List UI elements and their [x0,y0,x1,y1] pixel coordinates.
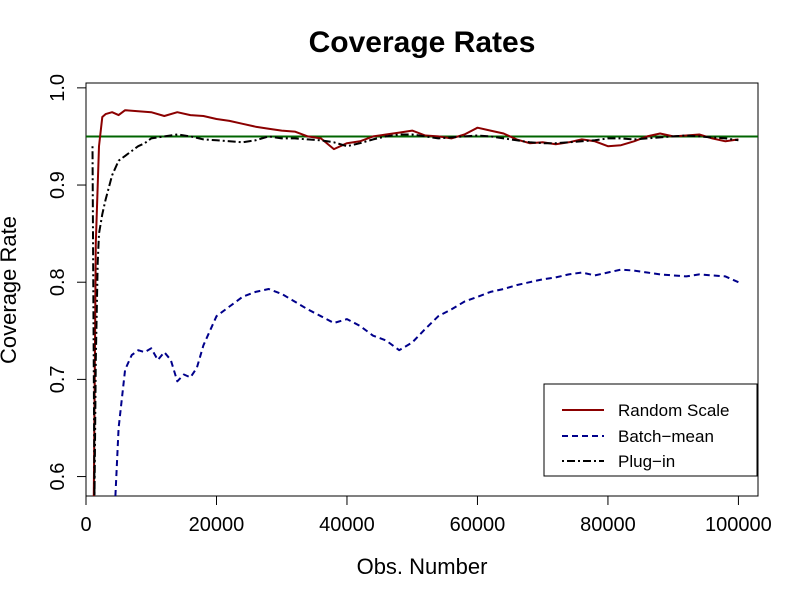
y-tick-label: 1.0 [47,74,69,102]
y-tick-label: 0.6 [47,463,69,491]
legend: Random Scale Batch−mean Plug−in [543,383,758,477]
x-tick-label: 80000 [580,514,636,536]
y-axis-label: Coverage Rate [0,216,21,364]
legend-label-random-scale: Random Scale [618,401,730,420]
x-tick-label: 100000 [705,514,772,536]
series-plug-in [91,133,739,496]
legend-label-plug-in: Plug−in [618,452,675,471]
legend-box [543,383,758,477]
y-tick-label: 0.7 [47,365,69,393]
x-tick-label: 40000 [319,514,375,536]
series-lines [91,109,739,496]
chart-title: Coverage Rates [309,26,536,59]
series-random-scale [92,109,739,496]
series-batch-mean [114,268,739,496]
y-tick-label: 0.9 [47,171,69,199]
y-axis: 0.6 0.7 0.8 0.9 1.0 [47,74,87,491]
x-tick-label: 60000 [450,514,506,536]
y-tick-label: 0.8 [47,268,69,296]
legend-label-batch-mean: Batch−mean [618,427,714,446]
x-axis-label: Obs. Number [357,554,488,579]
x-tick-label: 20000 [189,514,245,536]
x-tick-label: 0 [80,514,91,536]
x-axis: 0 20000 40000 60000 80000 100000 [80,495,772,536]
